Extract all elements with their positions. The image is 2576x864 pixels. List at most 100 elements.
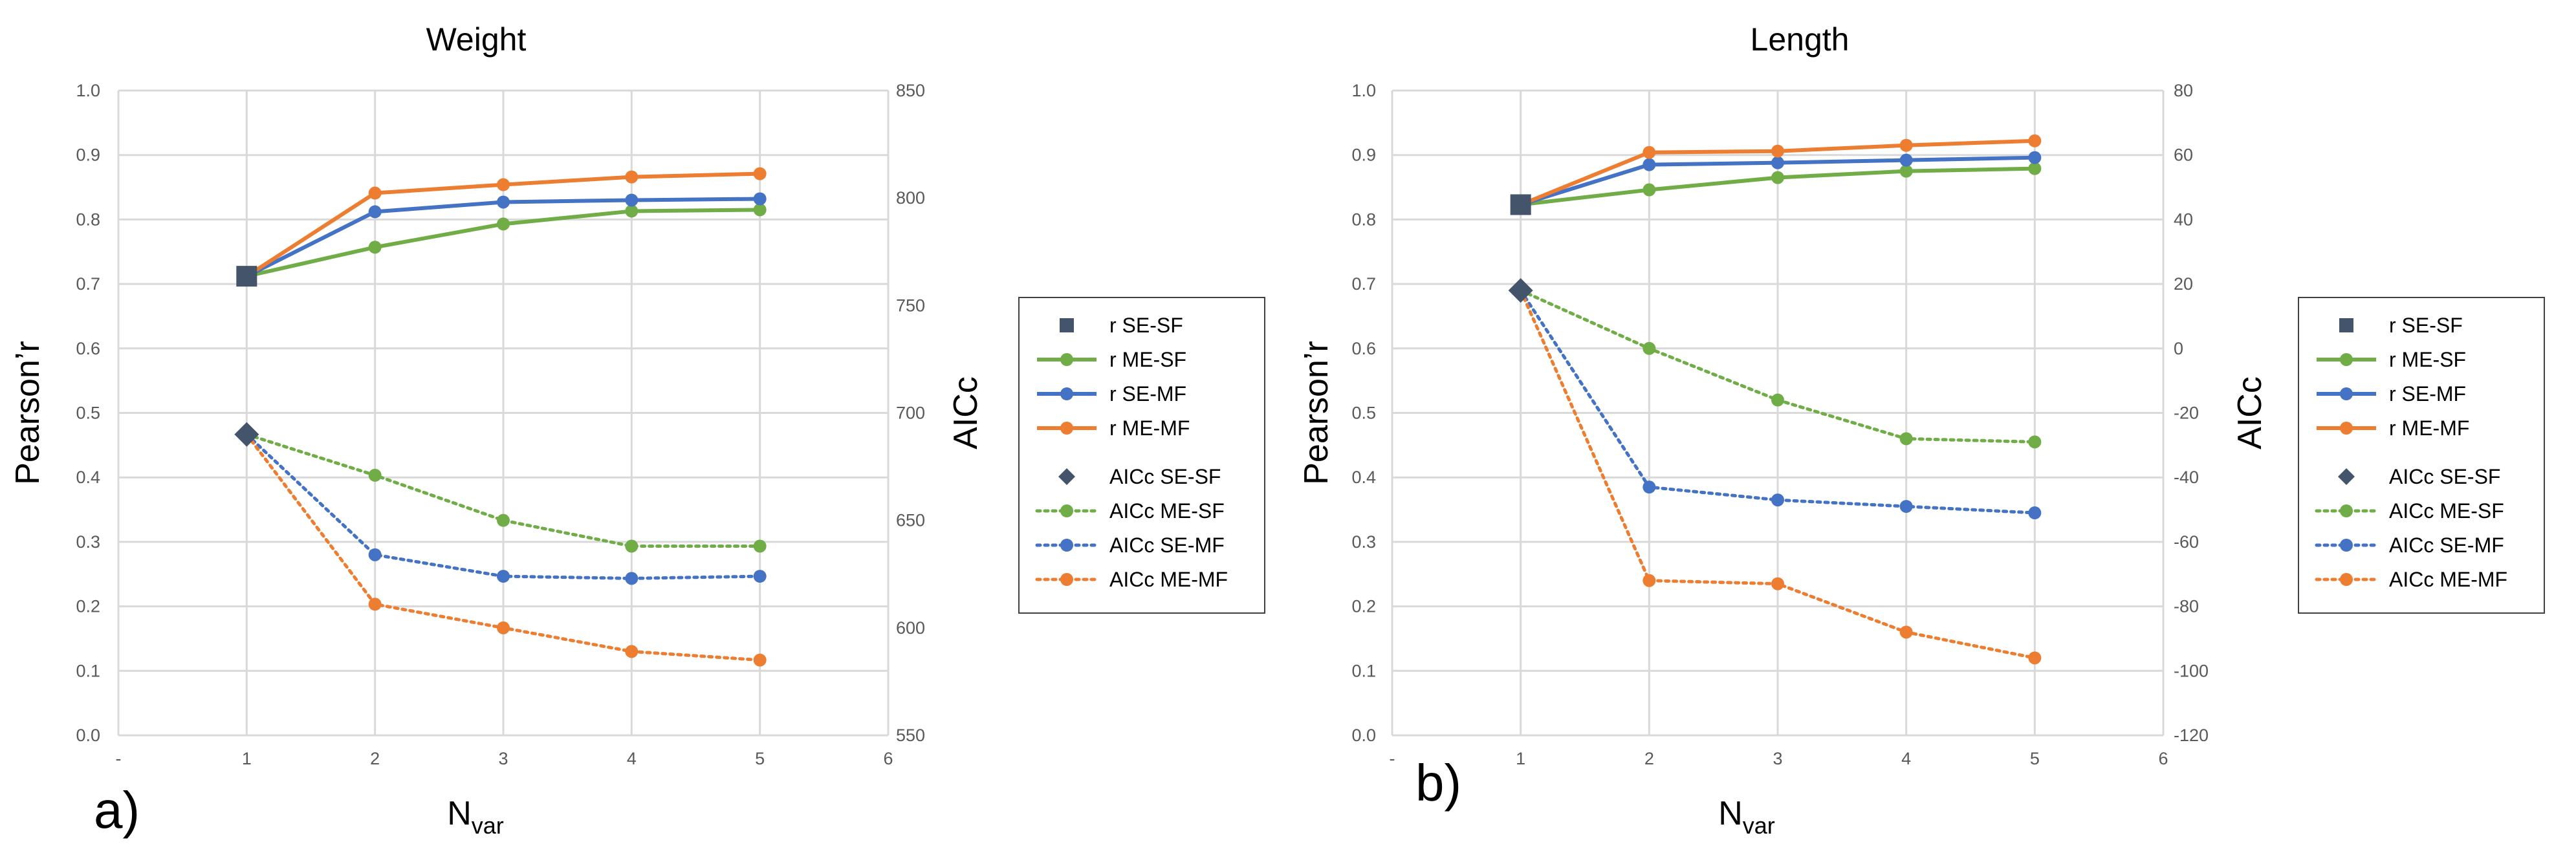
legend-item-aicc-me-sf: AICc ME-SF [1035,499,1225,523]
data-point [368,241,382,254]
x-axis-label-main: N [1718,795,1743,832]
data-point [1899,500,1913,513]
data-point [497,178,510,191]
legend-item-r-se-sf: r SE-SF [2339,314,2463,337]
panel-label: a) [94,781,140,839]
legend-item-aicc-me-mf: AICc ME-MF [2315,568,2507,591]
y-tick-label: 0.3 [1351,532,1376,552]
legend-label: r SE-MF [2389,382,2466,405]
legend-label: AICc SE-MF [2389,534,2504,557]
data-point [1899,153,1913,167]
legend-label: r SE-MF [1109,382,1186,405]
series-r-me-mf [240,167,767,283]
data-point [1771,156,1784,169]
legend: r SE-SF r ME-SF r SE-MF r ME-MF AICc SE-SF AI… [2298,297,2545,614]
legend-marker-swatch [1060,353,1073,366]
y-tick-label: 0.2 [1351,597,1376,616]
data-point [625,204,639,218]
x-axis-label-subscript: var [1743,812,1775,839]
y-tick-label: 0.8 [76,210,100,229]
data-point [1771,171,1784,184]
y-axis-label: Pearson’r [9,341,47,485]
x-tick-label: 1 [242,749,252,768]
legend-item-aicc-me-sf: AICc ME-SF [2315,499,2504,523]
y2-axis-label: AICc [2231,376,2269,449]
data-point [497,217,510,231]
chart-length: 0.00.10.20.30.40.50.60.70.80.91.0-120-10… [1298,21,2545,839]
data-point [1510,194,1531,215]
legend-label: r ME-MF [1109,416,1190,440]
series-aicc-me-mf [1514,284,2042,665]
y-tick-label: 0.5 [1351,404,1376,423]
data-point [1899,432,1913,446]
x-tick-label: 1 [1516,749,1525,768]
y-tick-label: 0.7 [1351,274,1376,294]
y2-axis-label: AICc [947,376,985,449]
data-point [368,548,382,561]
data-point [753,570,767,583]
legend-marker-swatch [2340,573,2353,586]
legend-marker-swatch [1060,573,1073,586]
x-tick-label: 4 [627,749,637,768]
y-tick-label: 0.3 [76,532,100,552]
data-point [2028,651,2042,665]
data-point [753,203,767,217]
y-tick-label: 0.4 [76,468,100,487]
series-aicc-se-sf [234,422,259,447]
data-point [625,572,639,585]
x-tick-label: 2 [370,749,380,768]
legend-marker-swatch [2339,318,2353,332]
legend-item-aicc-me-mf: AICc ME-MF [1035,568,1228,591]
series-aicc-se-sf [1508,278,1533,303]
data-point [2028,151,2042,164]
y2-tick-label: -40 [2174,468,2199,487]
x-tick-label: 3 [498,749,508,768]
legend-label: AICc ME-MF [2389,568,2507,591]
data-point [753,653,767,667]
y-tick-label: 0.5 [76,404,100,423]
legend: r SE-SF r ME-SF r SE-MF r ME-MF AICc SE-SF AI… [1018,297,1265,614]
y-tick-label: 0.4 [1351,468,1376,487]
legend-label: AICc ME-SF [2389,499,2504,523]
y2-tick-label: 20 [2174,274,2193,294]
legend-label: r ME-SF [1109,348,1186,371]
x-tick-label: - [116,749,122,768]
x-tick-label: 6 [883,749,893,768]
y-tick-label: 1.0 [76,81,100,100]
data-point [1771,577,1784,590]
data-point [1643,158,1656,171]
data-point [497,570,510,583]
legend-item-aicc-se-mf: AICc SE-MF [1035,534,1225,557]
y2-tick-label: -100 [2174,661,2209,680]
legend-label: AICc ME-SF [1109,499,1225,523]
data-point [1643,341,1656,355]
data-point [1771,493,1784,507]
legend-marker-swatch [1060,318,1074,332]
y2-tick-label: 40 [2174,210,2193,229]
data-point [753,192,767,206]
legend-marker-swatch [2340,422,2353,435]
legend-marker-swatch [2338,468,2355,485]
y2-tick-label: 600 [896,618,925,638]
y-tick-label: 0.1 [76,661,100,680]
y2-tick-label: 60 [2174,146,2193,165]
chart-title: Length [1751,21,1850,58]
x-tick-label: 2 [1644,749,1654,768]
data-point [2028,435,2042,449]
y2-tick-label: -80 [2174,597,2199,616]
data-point [625,645,639,658]
legend-label: AICc SE-SF [1109,465,1221,488]
y2-tick-label: 800 [896,188,925,208]
legend-item-r-me-mf: r ME-MF [2317,416,2469,440]
legend-box [2298,297,2545,614]
legend-label: r ME-SF [2389,348,2466,371]
legend-label: r SE-SF [1109,314,1183,337]
data-point [2028,162,2042,175]
x-tick-label: 4 [1901,749,1911,768]
legend-marker-swatch [2340,504,2353,517]
data-point [236,266,257,287]
legend-marker-swatch [1060,422,1073,435]
data-point [1771,144,1784,158]
legend-item-r-me-mf: r ME-MF [1037,416,1190,440]
